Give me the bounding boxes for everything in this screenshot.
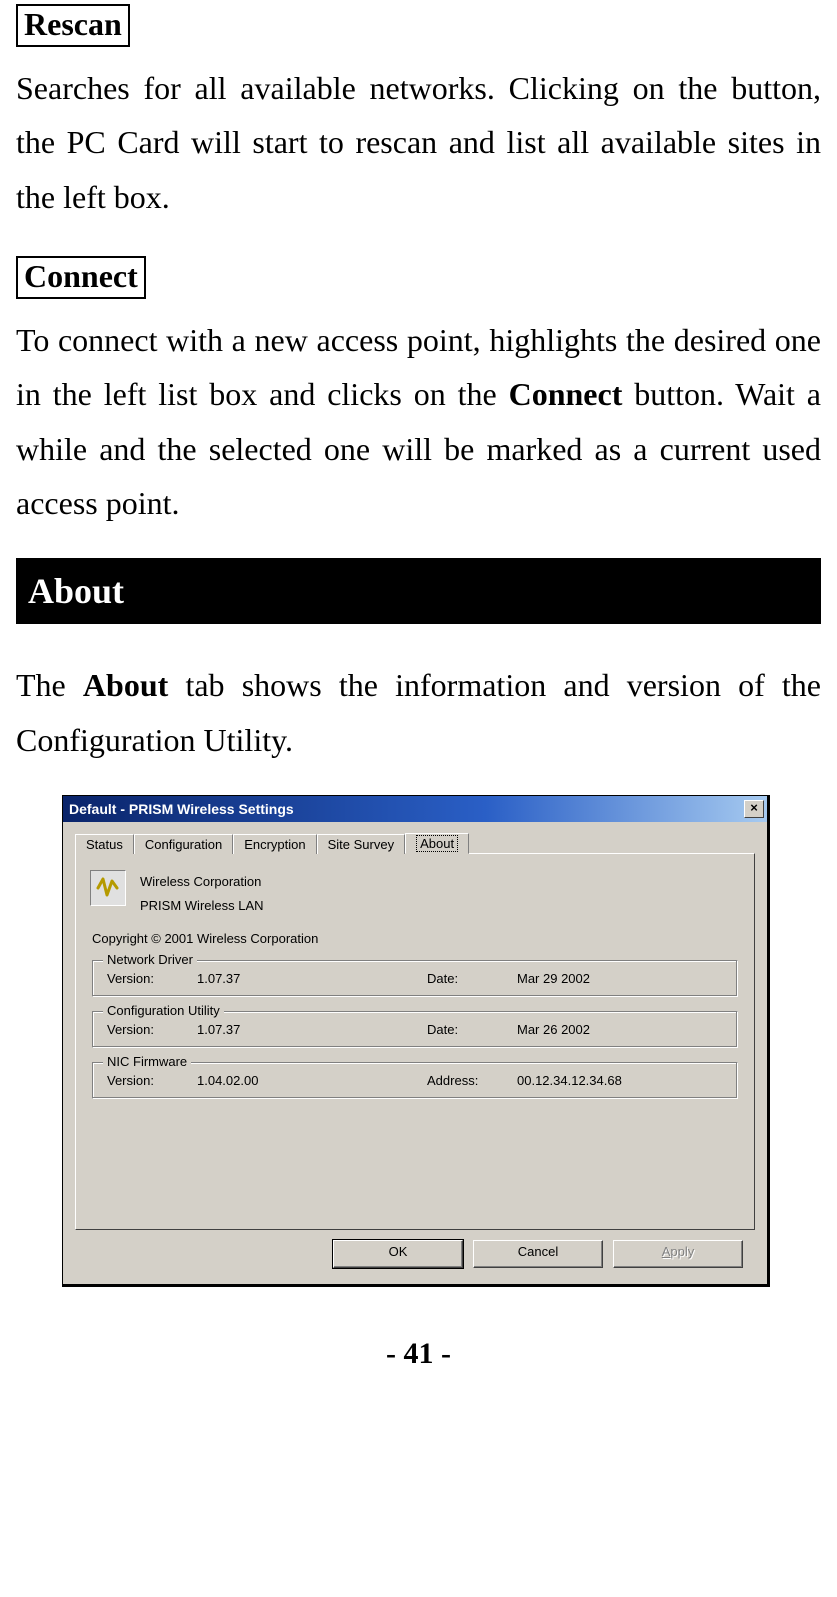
- close-button[interactable]: ×: [744, 800, 764, 818]
- cu-date-value: Mar 26 2002: [517, 1022, 723, 1037]
- cancel-button[interactable]: Cancel: [473, 1240, 603, 1268]
- group-nic-firmware: NIC Firmware Version: 1.04.02.00 Address…: [92, 1062, 738, 1099]
- close-icon: ×: [750, 800, 758, 815]
- about-intro-pre: The: [16, 667, 83, 703]
- nd-version-label: Version:: [107, 971, 197, 986]
- prism-settings-dialog: Default - PRISM Wireless Settings × Stat…: [62, 795, 770, 1287]
- cu-date-label: Date:: [427, 1022, 517, 1037]
- connect-body-bold: Connect: [509, 376, 623, 412]
- tab-about[interactable]: About: [405, 833, 469, 854]
- tab-about-label: About: [416, 835, 458, 852]
- tab-encryption-label: Encryption: [244, 837, 305, 852]
- window-title: Default - PRISM Wireless Settings: [69, 801, 294, 817]
- rescan-heading: Rescan: [16, 4, 130, 47]
- nd-date-label: Date:: [427, 971, 517, 986]
- group-network-driver-legend: Network Driver: [103, 952, 197, 967]
- cu-version-label: Version:: [107, 1022, 197, 1037]
- about-banner: About: [16, 558, 821, 624]
- titlebar: Default - PRISM Wireless Settings ×: [63, 796, 767, 822]
- fw-version-label: Version:: [107, 1073, 197, 1088]
- group-config-utility: Configuration Utility Version: 1.07.37 D…: [92, 1011, 738, 1048]
- fw-version-value: 1.04.02.00: [197, 1073, 427, 1088]
- connect-body: To connect with a new access point, high…: [16, 313, 821, 531]
- copyright: Copyright © 2001 Wireless Corporation: [92, 931, 740, 946]
- product-name: PRISM Wireless LAN: [140, 894, 264, 917]
- group-network-driver: Network Driver Version: 1.07.37 Date: Ma…: [92, 960, 738, 997]
- tab-site-survey[interactable]: Site Survey: [317, 834, 405, 854]
- cu-version-value: 1.07.37: [197, 1022, 427, 1037]
- tab-configuration[interactable]: Configuration: [134, 834, 233, 854]
- nd-version-value: 1.07.37: [197, 971, 427, 986]
- fw-address-value: 00.12.34.12.34.68: [517, 1073, 723, 1088]
- about-panel: Wireless Corporation PRISM Wireless LAN …: [75, 853, 755, 1230]
- rescan-body: Searches for all available networks. Cli…: [16, 61, 821, 224]
- group-nic-firmware-legend: NIC Firmware: [103, 1054, 191, 1069]
- nd-date-value: Mar 29 2002: [517, 971, 723, 986]
- apply-button[interactable]: Apply: [613, 1240, 743, 1268]
- tab-status-label: Status: [86, 837, 123, 852]
- prism-icon: [90, 870, 126, 906]
- cancel-button-label: Cancel: [518, 1244, 558, 1259]
- ok-button-label: OK: [389, 1244, 408, 1259]
- apply-button-suffix: pply: [670, 1244, 694, 1259]
- corp-name: Wireless Corporation: [140, 870, 264, 893]
- tab-site-survey-label: Site Survey: [328, 837, 394, 852]
- ok-button[interactable]: OK: [333, 1240, 463, 1268]
- about-intro: The About tab shows the information and …: [16, 658, 821, 767]
- tab-encryption[interactable]: Encryption: [233, 834, 316, 854]
- tab-strip: Status Configuration Encryption Site Sur…: [75, 832, 755, 853]
- tab-status[interactable]: Status: [75, 834, 134, 854]
- fw-address-label: Address:: [427, 1073, 517, 1088]
- tab-configuration-label: Configuration: [145, 837, 222, 852]
- about-intro-bold: About: [83, 667, 168, 703]
- page-number: - 41 -: [16, 1337, 821, 1371]
- connect-heading: Connect: [16, 256, 146, 299]
- group-config-utility-legend: Configuration Utility: [103, 1003, 224, 1018]
